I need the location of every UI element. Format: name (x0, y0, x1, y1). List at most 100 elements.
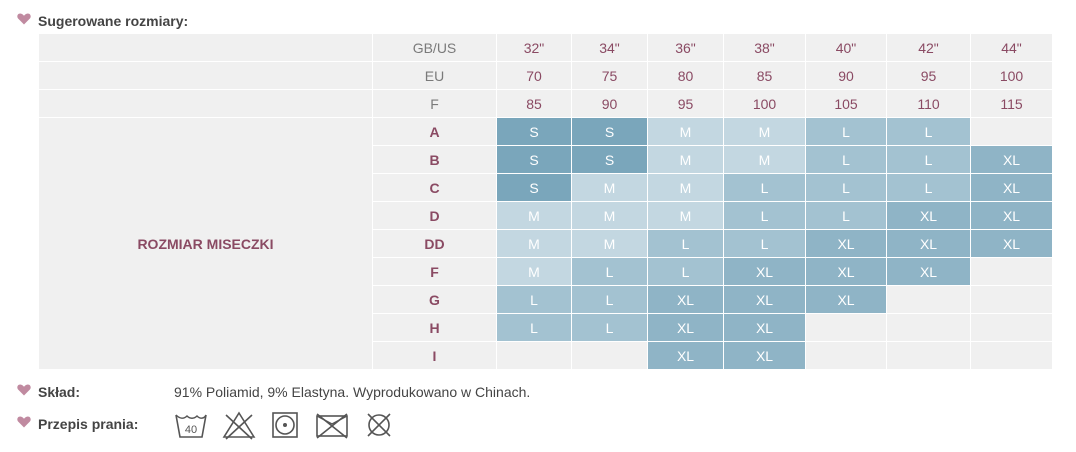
cup-row: C S M M L L L XL (39, 173, 1053, 202)
size-cell: S (571, 117, 648, 146)
blank-cell (38, 33, 373, 62)
size-cell: L (571, 257, 648, 286)
blank-cell (38, 61, 373, 90)
band-size-cell: 44" (970, 33, 1053, 62)
size-cell (970, 341, 1053, 370)
size-cell (571, 341, 648, 370)
size-cell (496, 341, 572, 370)
cup-row: F M L L XL XL XL (39, 257, 1053, 286)
size-cell: XL (723, 285, 806, 314)
size-cell: S (496, 173, 572, 202)
cup-label: D (372, 201, 497, 230)
heart-icon (17, 416, 31, 428)
cup-size-title: ROZMIAR MISECZKI (38, 117, 373, 370)
header-row: EU 70 75 80 85 90 95 100 (38, 61, 1053, 90)
size-cell: L (805, 201, 887, 230)
size-system-label: GB/US (372, 33, 497, 62)
cup-label: A (372, 117, 497, 146)
size-system-label: EU (372, 61, 497, 90)
no-iron-icon (316, 413, 348, 439)
wash-40-icon: 40 (175, 414, 207, 438)
size-cell: M (647, 201, 724, 230)
size-cell: XL (970, 201, 1053, 230)
size-cell: L (647, 257, 724, 286)
size-cell (970, 117, 1053, 146)
size-cell: L (886, 117, 971, 146)
size-cell (886, 285, 971, 314)
band-size-cell: 110 (886, 89, 971, 118)
size-cell (886, 313, 971, 342)
band-size-cell: 100 (970, 61, 1053, 90)
size-cell: XL (805, 229, 887, 258)
size-cell: XL (647, 285, 724, 314)
composition-label: Skład: (38, 384, 81, 400)
size-cell: XL (805, 257, 887, 286)
size-cell: XL (886, 229, 971, 258)
size-cell: XL (886, 201, 971, 230)
size-cell (886, 341, 971, 370)
size-cell (970, 257, 1053, 286)
no-bleach-icon (222, 411, 256, 440)
heart-icon (17, 13, 31, 25)
size-cell: M (723, 145, 806, 174)
band-size-cell: 90 (571, 89, 648, 118)
size-cell: M (571, 173, 648, 202)
band-size-cell: 38" (723, 33, 806, 62)
cup-row: D M M M L L XL XL (39, 201, 1053, 230)
size-cell: L (723, 201, 806, 230)
tumble-dry-icon (272, 412, 298, 438)
band-size-cell: 75 (571, 61, 648, 90)
size-cell (970, 285, 1053, 314)
band-size-cell: 32" (496, 33, 572, 62)
size-cell: XL (805, 285, 887, 314)
cup-label: DD (372, 229, 497, 258)
size-cell: XL (647, 341, 724, 370)
band-size-cell: 36" (647, 33, 724, 62)
cup-label: F (372, 257, 497, 286)
size-cell: M (647, 173, 724, 202)
size-cell (805, 313, 887, 342)
size-cell: L (886, 145, 971, 174)
size-cell: L (723, 229, 806, 258)
size-cell: XL (723, 257, 806, 286)
size-cell: XL (723, 341, 806, 370)
size-table: GB/US 32" 34" 36" 38" 40" 42" 44" EU 70 75 80 85 90 95… (38, 33, 1053, 370)
size-cell: XL (647, 313, 724, 342)
band-size-cell: 85 (723, 61, 806, 90)
size-cell: XL (886, 257, 971, 286)
size-cell: L (571, 285, 648, 314)
size-cell: M (647, 117, 724, 146)
size-cell: M (496, 257, 572, 286)
cup-label: B (372, 145, 497, 174)
band-size-cell: 105 (805, 89, 887, 118)
suggested-sizes-heading: Sugerowane rozmiary: (38, 13, 189, 29)
size-cell: S (496, 117, 572, 146)
band-size-cell: 80 (647, 61, 724, 90)
size-cell: M (647, 145, 724, 174)
size-cell: L (886, 173, 971, 202)
band-size-cell: 95 (886, 61, 971, 90)
cup-label: G (372, 285, 497, 314)
cup-label: C (372, 173, 497, 202)
cup-row: B S S M M L L XL (39, 145, 1053, 174)
wash-icons: 40 (174, 410, 394, 440)
size-system-label: F (372, 89, 497, 118)
cup-row: DD M M L L XL XL XL (39, 229, 1053, 258)
size-cell: XL (970, 229, 1053, 258)
size-cell: L (805, 173, 887, 202)
header-row: GB/US 32" 34" 36" 38" 40" 42" 44" (38, 33, 1053, 62)
no-dry-clean-icon (367, 413, 391, 437)
size-cell: S (571, 145, 648, 174)
band-size-cell: 42" (886, 33, 971, 62)
cup-label: H (372, 313, 497, 342)
size-cell: XL (970, 145, 1053, 174)
size-cell: L (496, 285, 572, 314)
cup-row: H L L XL XL (39, 313, 1053, 342)
band-size-cell: 34" (571, 33, 648, 62)
band-size-cell: 70 (496, 61, 572, 90)
heart-icon (17, 384, 31, 396)
washing-label: Przepis prania: (38, 416, 139, 432)
cup-row: ROZMIAR MISECZKI A S S M M L L (38, 117, 1053, 370)
size-cell: XL (723, 313, 806, 342)
band-size-cell: 40" (805, 33, 887, 62)
